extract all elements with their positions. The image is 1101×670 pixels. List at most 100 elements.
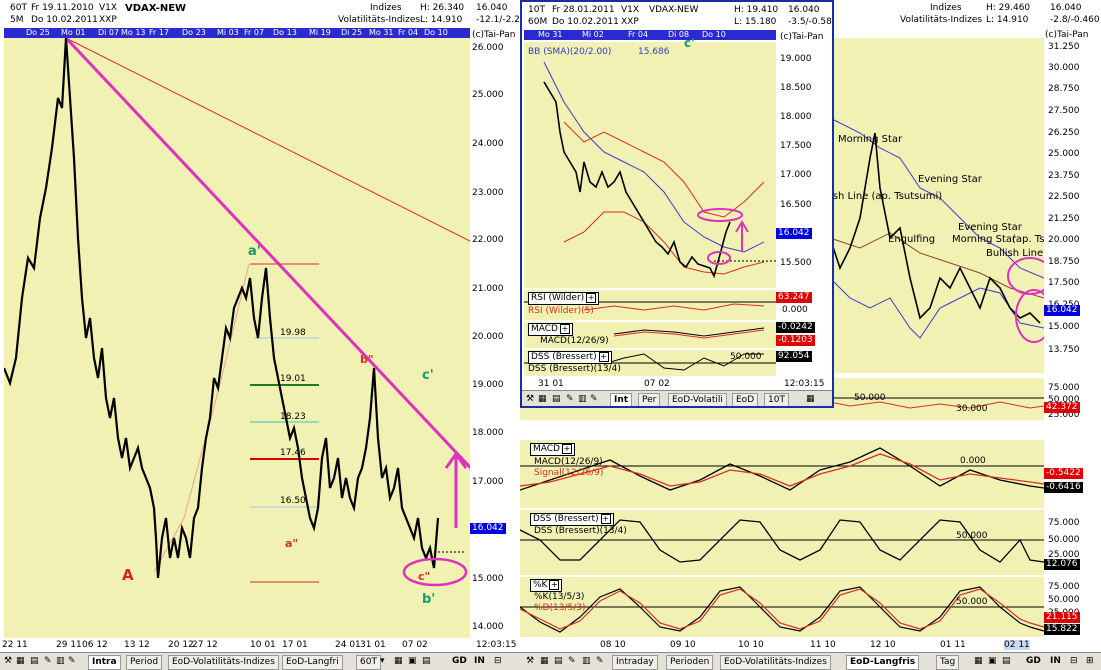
y-tick: 17.000 — [780, 170, 812, 180]
right-macd-axis: -0.5422 -0.6416 — [1044, 440, 1101, 508]
settings-icon[interactable]: ✎ — [68, 656, 76, 666]
grid-icon[interactable]: ▦ — [538, 394, 547, 404]
left-plot-area[interactable]: a' b" c' a" A c" b' 19.98 19.01 18.23 17… — [4, 38, 470, 638]
zoom-out-icon[interactable]: ⊟ — [1070, 656, 1078, 666]
tab-eod-volatilitaets[interactable]: EoD-Volatili — [668, 393, 727, 406]
dss-title-text: DSS (Bressert) — [533, 514, 599, 524]
gd-button[interactable]: GD — [1026, 656, 1041, 666]
window-icon[interactable]: ▣ — [408, 656, 417, 666]
pencil-icon[interactable]: ✎ — [566, 394, 574, 404]
pencil-icon[interactable]: ✎ — [44, 656, 52, 666]
tab-perioden[interactable]: Perioden — [666, 655, 714, 670]
right-stoch-plot[interactable]: %K + %K(13/5/3) %D(13/5/3) 50.000 — [520, 577, 1044, 637]
zoom-icon[interactable]: ▦ — [806, 394, 815, 404]
right-price-chart-svg — [829, 117, 1044, 343]
x-tick: 02 11 — [1004, 640, 1030, 650]
y-tick: 18.500 — [780, 83, 812, 93]
tool-icon[interactable]: ⚒ — [4, 656, 13, 666]
middle-dss-plot[interactable]: DSS (Bressert) + DSS (Bressert)(13/4) 50.… — [524, 350, 776, 376]
add-indicator-icon[interactable]: + — [559, 324, 570, 334]
grid-toggle-icon[interactable]: ▤ — [1002, 656, 1011, 666]
tab-eod[interactable]: EoD — [732, 393, 759, 406]
add-indicator-icon[interactable]: + — [600, 514, 611, 524]
tab-perioden[interactable]: Period — [126, 655, 163, 670]
add-indicator-icon[interactable]: + — [586, 293, 597, 303]
left-bottom-toolbar: ⚒ ▦ ▤ ✎ ▥ ✎ Intra Period EoD-Volatilität… — [0, 652, 520, 670]
pattern-label: Engulfing — [888, 234, 936, 245]
zoom-in-icon[interactable]: ⊞ — [1086, 656, 1094, 666]
tool-icon[interactable]: ⚒ — [526, 394, 535, 404]
dss-title[interactable]: DSS (Bressert) + — [530, 513, 614, 526]
y-tick: 20.000 — [472, 332, 504, 342]
dss-title[interactable]: DSS (Bressert) + — [528, 351, 612, 364]
macd-title[interactable]: MACD + — [528, 323, 573, 336]
x-tick: 01 11 — [940, 640, 966, 650]
tab-eod-volatilitaets[interactable]: EoD-Volatilitäts-Indizes — [168, 655, 279, 670]
grid-icon[interactable]: ▦ — [540, 656, 549, 666]
zoom-icon[interactable]: ▦ — [394, 656, 403, 666]
stoch-title-text: %K — [533, 580, 548, 590]
macd-title[interactable]: MACD + — [530, 443, 575, 456]
dropdown-arrow-icon[interactable]: ▾ — [380, 656, 385, 666]
current-value-box: 16.042 — [470, 523, 506, 534]
tab-eod-langfrist[interactable]: EoD-Langfris — [846, 655, 920, 670]
print-icon[interactable]: ▤ — [552, 394, 561, 404]
y-tick: 22.000 — [472, 235, 504, 245]
tool-icon[interactable]: ⚒ — [526, 656, 535, 666]
tab-eod-langfrist[interactable]: EoD-Langfri — [282, 655, 343, 670]
in-button[interactable]: IN — [1050, 656, 1061, 666]
interval-select[interactable]: Tag — [936, 655, 960, 670]
tab-intraday[interactable]: Intra — [88, 655, 121, 670]
zoom-icon[interactable]: ▦ — [974, 656, 983, 666]
x-tick: 13 12 — [124, 640, 150, 650]
tab-perioden[interactable]: Per — [638, 393, 661, 406]
print-icon[interactable]: ▤ — [30, 656, 39, 666]
tab-eod-volatilitaets[interactable]: EoD-Volatilitäts-Indizes — [720, 655, 831, 670]
add-indicator-icon[interactable]: + — [598, 352, 609, 362]
grid-toggle-icon[interactable]: ▤ — [422, 656, 431, 666]
dss-value-box: 12.076 — [1044, 559, 1080, 570]
gd-button[interactable]: GD — [452, 656, 467, 666]
left-chart-window[interactable]: 60T Fr 19.11.2010 V1X VDAX-NEW 5M Do 10.… — [0, 0, 520, 670]
rsi-title-text: RSI (Wilder) — [531, 293, 585, 303]
middle-chart-window[interactable]: 10T Fr 28.01.2011 V1X VDAX-NEW 60M Do 10… — [520, 0, 834, 408]
book-icon[interactable]: ▥ — [582, 656, 591, 666]
y-tick: 27.500 — [1048, 106, 1080, 116]
pencil-icon[interactable]: ✎ — [568, 656, 576, 666]
x-tick: 09 10 — [670, 640, 696, 650]
middle-rsi-plot[interactable]: RSI (Wilder) + RSI (Wilder)(5) — [524, 290, 776, 320]
settings-icon[interactable]: ✎ — [596, 656, 604, 666]
rsi-title[interactable]: RSI (Wilder) + — [528, 292, 600, 305]
stoch-title[interactable]: %K + — [530, 579, 563, 592]
fib-level-label: 19.98 — [280, 328, 306, 338]
right-macd-plot[interactable]: MACD + MACD(12/26/9) Signal(12/26/9) 0.00… — [520, 440, 1044, 508]
header-symbol: VDAX-NEW — [125, 3, 187, 14]
interval-select[interactable]: 60T — [356, 655, 381, 670]
right-dss-plot[interactable]: DSS (Bressert) + DSS (Bressert)(13/4) 50.… — [520, 510, 1044, 575]
in-button[interactable]: IN — [474, 656, 485, 666]
stoch-d-value-box: 15.822 — [1044, 624, 1080, 635]
print-icon[interactable]: ▤ — [554, 656, 563, 666]
datebar-label: Di 25 — [341, 28, 363, 37]
middle-macd-plot[interactable]: MACD + MACD(12/26/9) — [524, 322, 776, 348]
tab-intraday[interactable]: Int — [610, 393, 633, 406]
header-date-2: Do 10.02.2011 — [552, 17, 619, 27]
datebar-label: Fr 07 — [244, 28, 265, 37]
x-tick: 20 12 — [168, 640, 194, 650]
grid-icon[interactable]: ▦ — [16, 656, 25, 666]
y-tick: 18.750 — [1048, 257, 1080, 267]
middle-price-plot[interactable]: BB (SMA)(20/2.00) 15.686 c' — [524, 36, 776, 288]
y-tick: 19.000 — [780, 54, 812, 64]
interval-select[interactable]: 10T — [764, 393, 789, 406]
x-tick: 17 01 — [282, 640, 308, 650]
book-icon[interactable]: ▥ — [578, 394, 587, 404]
add-indicator-icon[interactable]: + — [561, 444, 572, 454]
zoom-out-icon[interactable]: ⊟ — [494, 656, 502, 666]
tab-intraday[interactable]: Intraday — [612, 655, 658, 670]
fib-level-label: 17.46 — [280, 448, 306, 458]
add-indicator-icon[interactable]: + — [549, 580, 560, 590]
settings-icon[interactable]: ✎ — [590, 394, 598, 404]
x-tick: 31 01 — [538, 379, 564, 389]
book-icon[interactable]: ▥ — [56, 656, 65, 666]
window-icon[interactable]: ▣ — [988, 656, 997, 666]
